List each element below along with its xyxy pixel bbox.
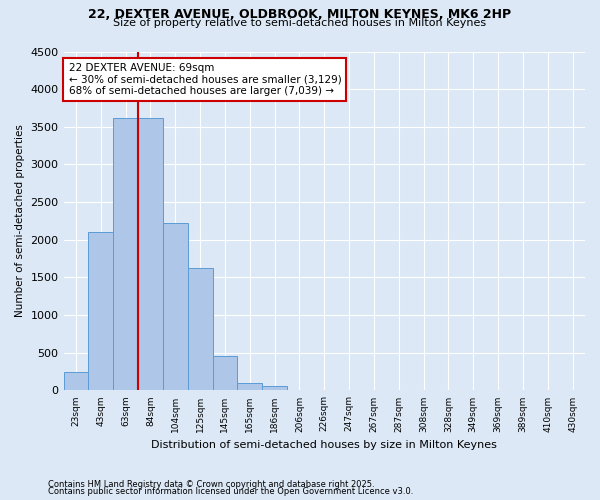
- X-axis label: Distribution of semi-detached houses by size in Milton Keynes: Distribution of semi-detached houses by …: [151, 440, 497, 450]
- Text: 22, DEXTER AVENUE, OLDBROOK, MILTON KEYNES, MK6 2HP: 22, DEXTER AVENUE, OLDBROOK, MILTON KEYN…: [88, 8, 512, 20]
- Bar: [88, 232, 113, 390]
- Text: 22 DEXTER AVENUE: 69sqm
← 30% of semi-detached houses are smaller (3,129)
68% of: 22 DEXTER AVENUE: 69sqm ← 30% of semi-de…: [68, 63, 341, 96]
- Bar: [238, 383, 262, 390]
- Bar: [113, 118, 138, 390]
- Bar: [64, 372, 88, 390]
- Bar: [163, 223, 188, 390]
- Bar: [188, 268, 212, 390]
- Bar: [138, 118, 163, 390]
- Bar: [262, 386, 287, 390]
- Text: Contains HM Land Registry data © Crown copyright and database right 2025.: Contains HM Land Registry data © Crown c…: [48, 480, 374, 489]
- Bar: [212, 356, 238, 390]
- Text: Contains public sector information licensed under the Open Government Licence v3: Contains public sector information licen…: [48, 487, 413, 496]
- Y-axis label: Number of semi-detached properties: Number of semi-detached properties: [15, 124, 25, 318]
- Text: Size of property relative to semi-detached houses in Milton Keynes: Size of property relative to semi-detach…: [113, 18, 487, 28]
